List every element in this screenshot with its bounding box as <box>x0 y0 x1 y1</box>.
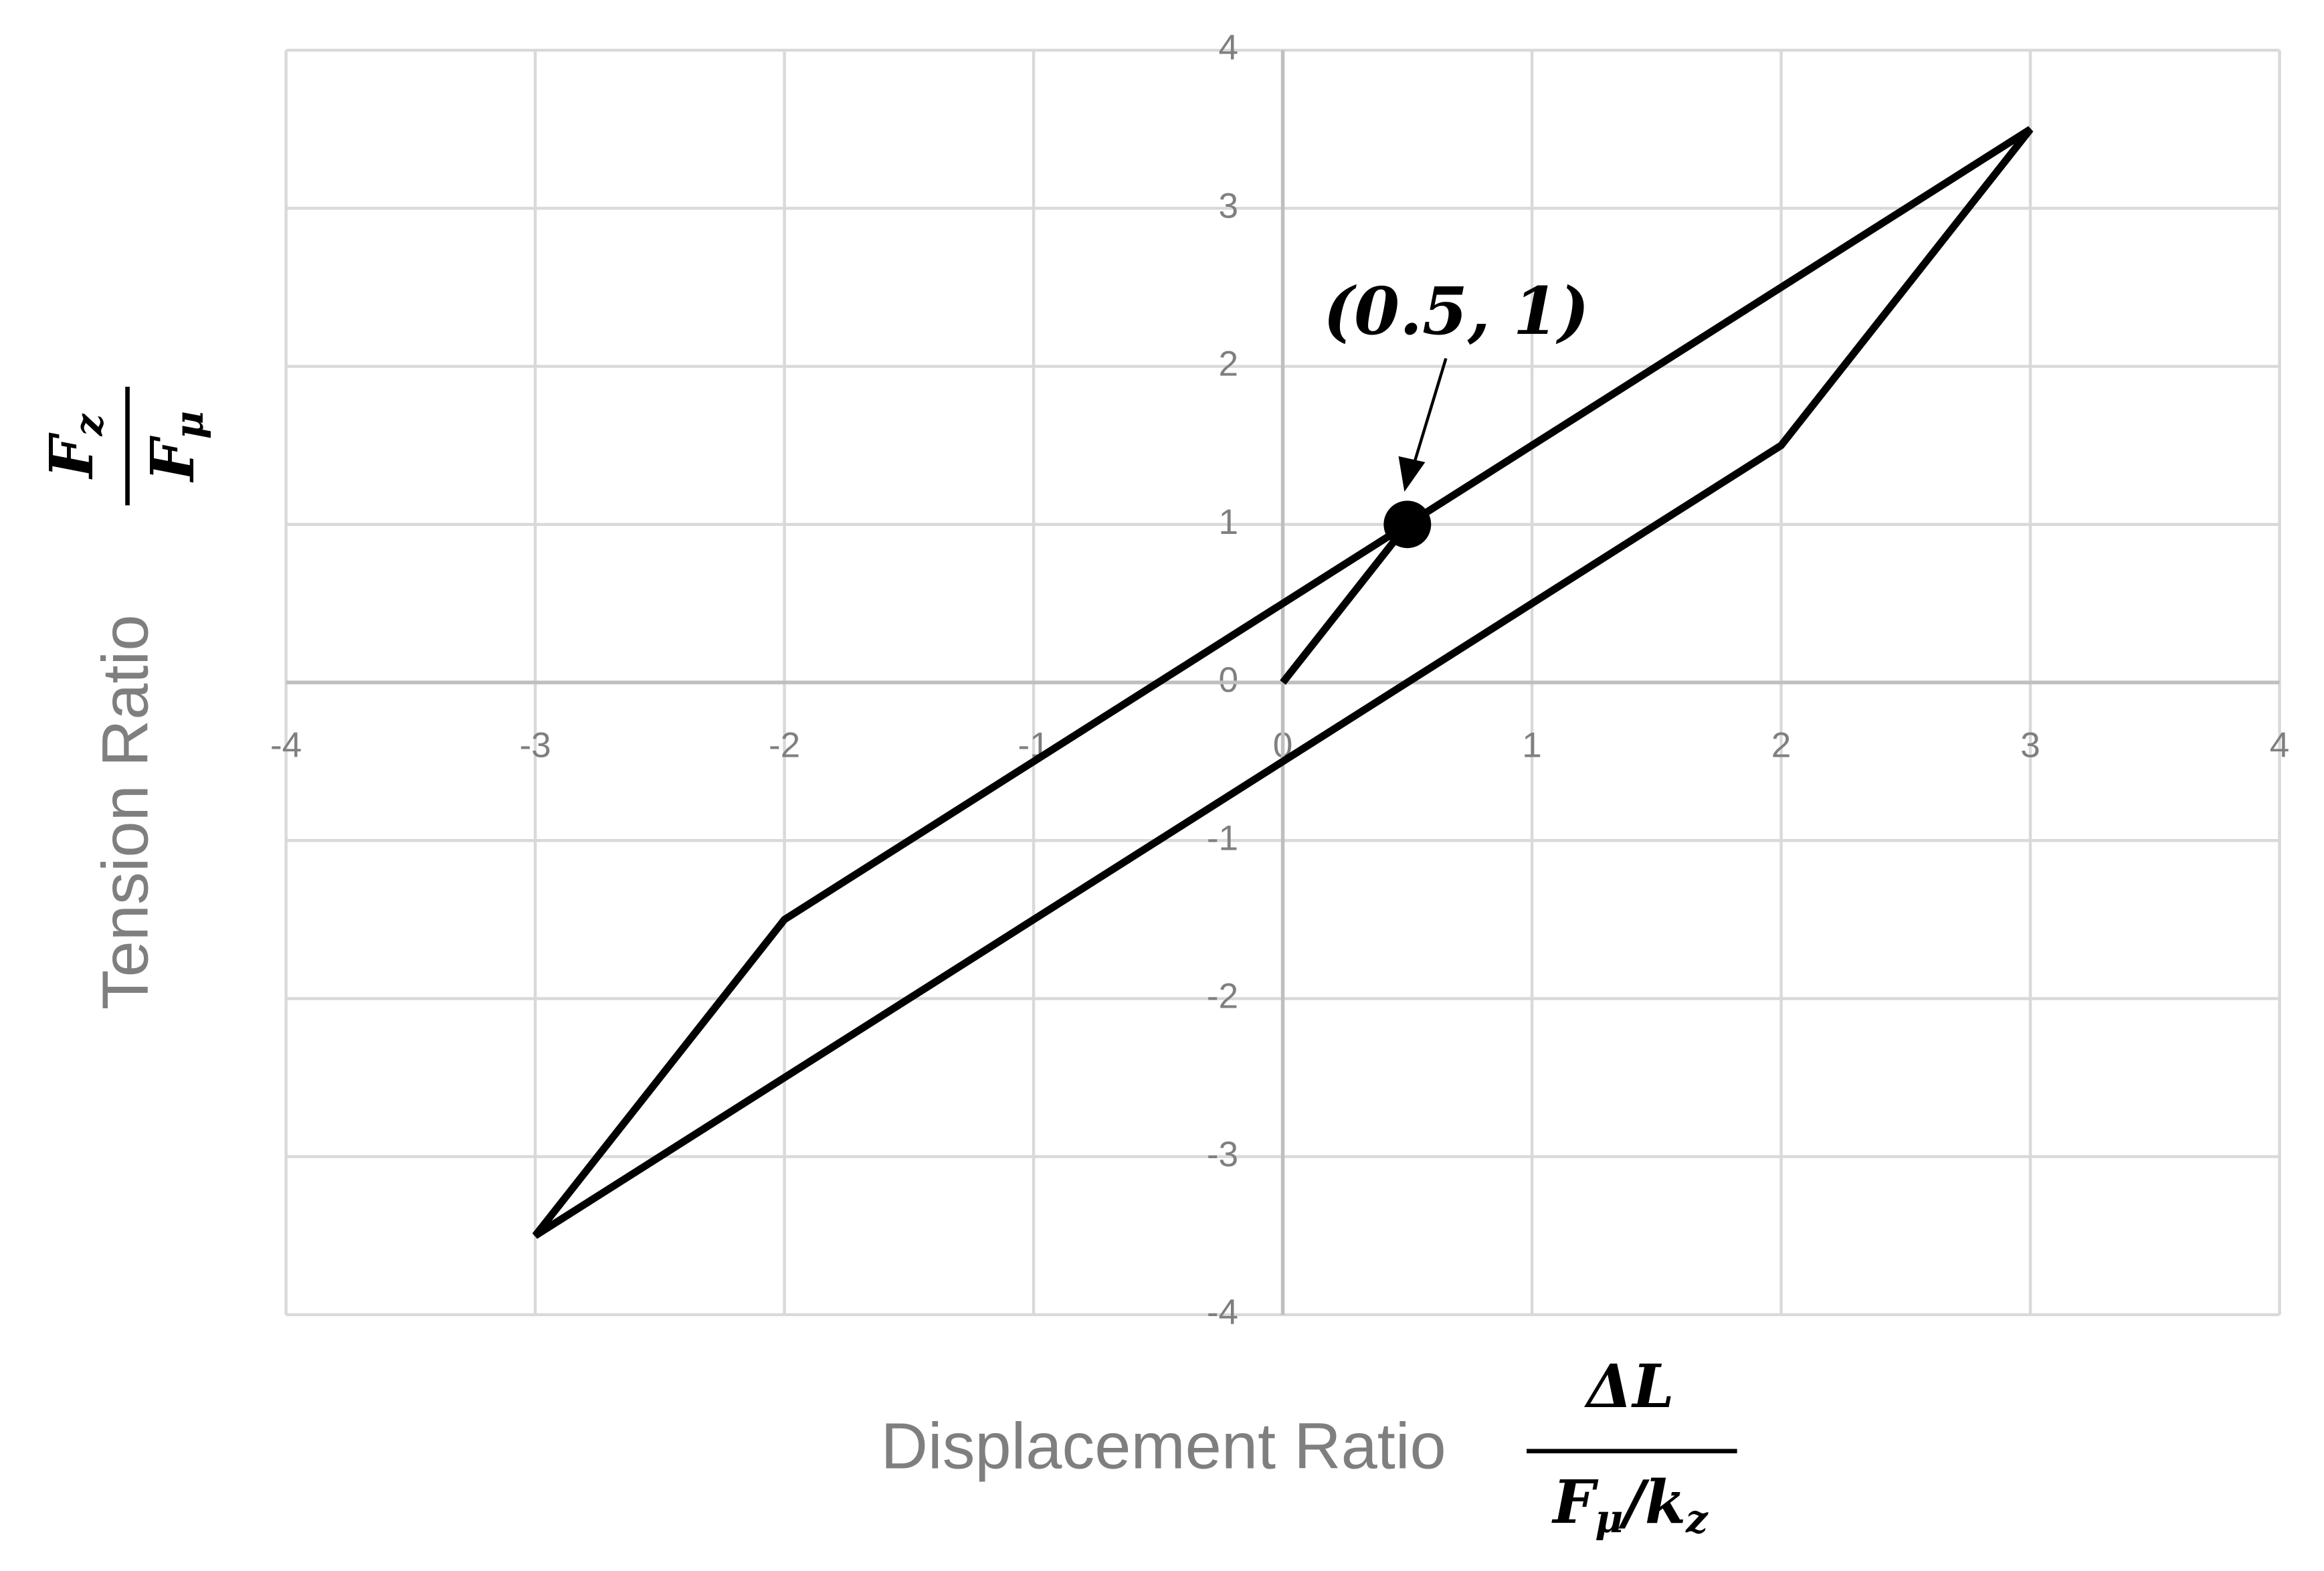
formula-denominator: Fμ <box>138 411 212 483</box>
y-tick-label: 3 <box>1219 186 1239 225</box>
highlight-point <box>1383 500 1432 549</box>
x-tick-label: -4 <box>270 726 302 765</box>
x-tick-label: 1 <box>1522 726 1542 765</box>
annotation-arrow <box>1410 357 1448 472</box>
y-axis-title: Tension Ratio <box>89 615 162 1010</box>
formula-numerator: ΔL <box>1584 1352 1674 1421</box>
formula-sub: z <box>1685 1496 1709 1542</box>
y-tick-label: 2 <box>1219 345 1239 384</box>
x-tick-label: 2 <box>1771 726 1792 765</box>
y-tick-label: 4 <box>1219 28 1239 68</box>
formula-denominator: Fμ/kz <box>1551 1467 1709 1542</box>
y-tick-label: -4 <box>1207 1293 1238 1332</box>
x-label-formula: ΔL Fμ/kz <box>1527 1352 1737 1542</box>
y-tick-label: 0 <box>1219 660 1239 700</box>
annotation-label: (0.5, 1) <box>1323 272 1589 349</box>
y-tick-label: -3 <box>1207 1135 1238 1174</box>
x-tick-label: 3 <box>2020 726 2040 765</box>
y-tick-label: -2 <box>1207 977 1238 1016</box>
annotation-arrowhead <box>1398 456 1426 492</box>
y-tick-label: 1 <box>1219 502 1239 542</box>
x-tick-label: -2 <box>769 726 800 765</box>
formula-part: F <box>138 435 207 483</box>
y-tick-label: -1 <box>1207 818 1238 858</box>
marks: (0.5, 1) <box>532 126 2034 1239</box>
formula-part: F <box>37 432 106 480</box>
x-tick-label: 4 <box>2270 726 2290 765</box>
formula-part: /k <box>1618 1467 1686 1537</box>
formula-numerator: Fz <box>37 413 111 480</box>
x-axis-title: Displacement Ratio <box>881 1410 1446 1483</box>
formula-sub: μ <box>167 411 212 439</box>
y-label-formula: Fz Fμ <box>37 387 212 506</box>
formula-part: F <box>1551 1467 1599 1537</box>
formula-sub: μ <box>1595 1496 1623 1542</box>
formula-sub: z <box>66 413 111 437</box>
x-tick-label: -3 <box>519 726 551 765</box>
